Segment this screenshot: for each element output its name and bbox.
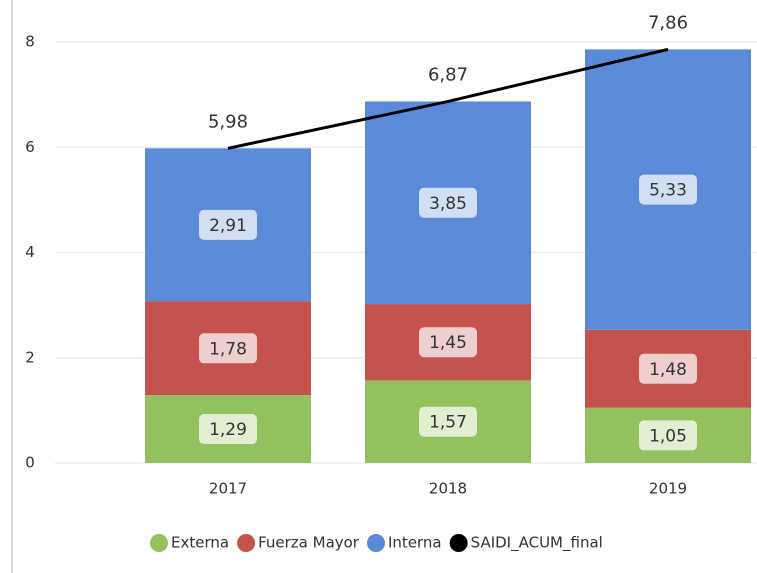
legend-marker [366,534,385,552]
data-label: 1,78 [209,339,247,359]
legend-label: Fuerza Mayor [258,534,360,552]
y-tick-label: 8 [25,33,35,51]
legend-marker [237,534,256,552]
y-tick-label: 6 [25,138,35,156]
legend-label: Interna [388,534,442,552]
data-label: 1,29 [209,420,247,440]
x-tick-label: 2018 [429,480,467,498]
label-box [639,353,697,384]
data-label: 1,45 [429,333,467,353]
y-tick-label: 0 [25,454,35,472]
line [227,47,669,150]
data-label: 3,85 [429,194,467,214]
label-box [199,209,257,240]
label-box [199,333,257,364]
label-box [639,174,697,205]
legend-label: SAIDI_ACUM_final [471,534,603,553]
line-label: 6,87 [428,64,468,85]
legend-label: Externa [171,534,229,552]
x-tick-label: 2017 [209,480,247,498]
data-label: 1,57 [429,413,467,433]
label-box [639,420,697,451]
data-label: 1,05 [649,426,687,446]
data-label: 2,91 [209,216,247,236]
label-box [199,414,257,445]
legend-marker [150,534,168,552]
x-tick-label: 2019 [649,480,687,498]
legend-marker [449,534,468,552]
data-label: 5,33 [649,181,687,201]
line-label: 5,98 [208,111,248,132]
y-tick-label: 4 [25,243,35,261]
line-label: 7,86 [648,12,688,33]
data-label: 1,48 [649,360,687,380]
label-box [419,327,477,358]
label-box [419,187,477,218]
label-box [419,406,477,437]
y-tick-label: 2 [25,348,35,366]
